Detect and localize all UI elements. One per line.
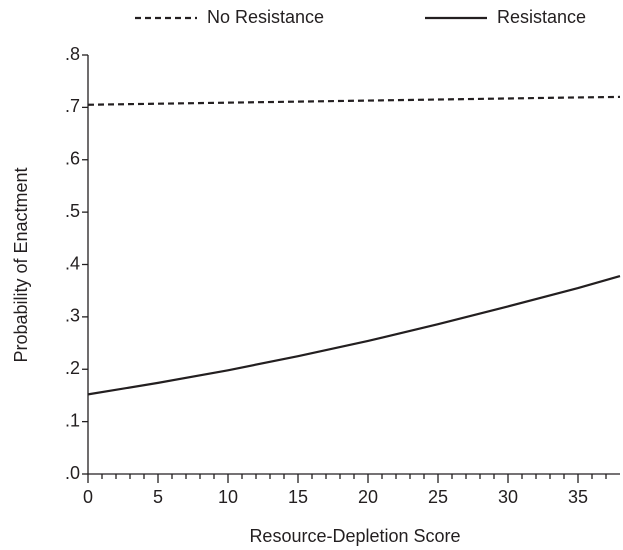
x-axis-label: Resource-Depletion Score: [249, 526, 460, 546]
legend-label: Resistance: [497, 7, 586, 27]
y-axis-label: Probability of Enactment: [11, 167, 31, 362]
y-tick-label: .8: [65, 44, 80, 64]
y-tick-label: .7: [65, 96, 80, 116]
legend-label: No Resistance: [207, 7, 324, 27]
y-tick-label: .6: [65, 149, 80, 169]
x-tick-label: 5: [153, 487, 163, 507]
x-tick-label: 10: [218, 487, 238, 507]
x-tick-label: 30: [498, 487, 518, 507]
series-line: [87, 95, 621, 106]
x-tick-label: 35: [568, 487, 588, 507]
y-tick-label: .0: [65, 463, 80, 483]
y-tick-label: .3: [65, 306, 80, 326]
y-tick-label: .1: [65, 410, 80, 430]
y-tick-label: .5: [65, 201, 80, 221]
x-tick-label: 15: [288, 487, 308, 507]
y-tick-label: .2: [65, 358, 80, 378]
y-tick-label: .4: [65, 253, 80, 273]
x-tick-label: 25: [428, 487, 448, 507]
series-line: [87, 274, 621, 396]
x-tick-label: 0: [83, 487, 93, 507]
x-tick-label: 20: [358, 487, 378, 507]
